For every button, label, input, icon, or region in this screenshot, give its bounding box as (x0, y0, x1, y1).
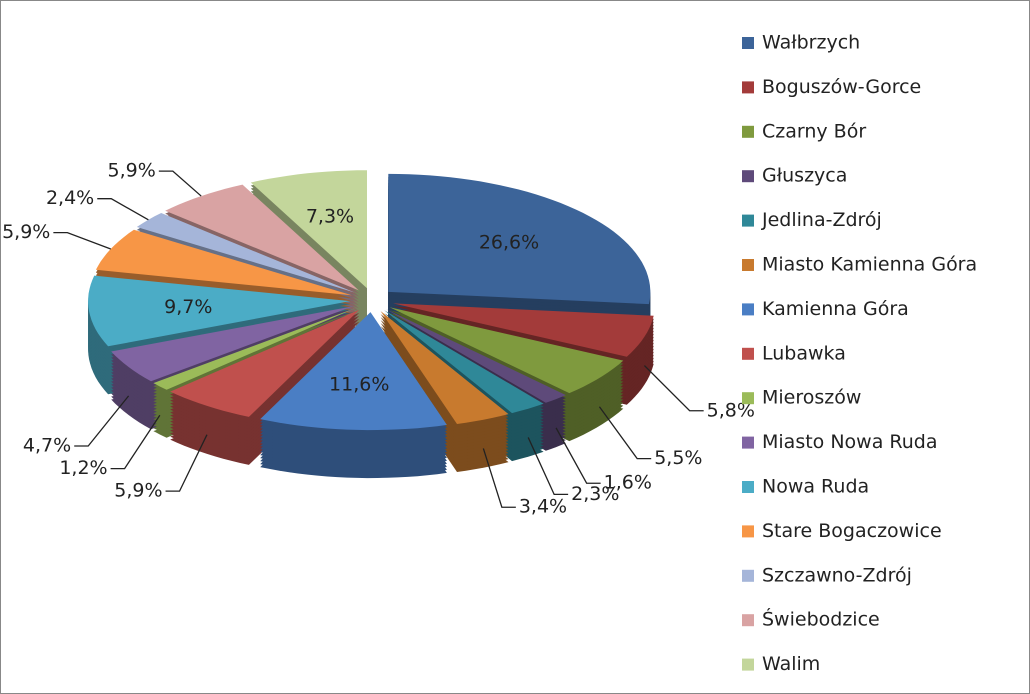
legend-label: Jedlina-Zdrój (761, 209, 882, 231)
leader-line (482, 448, 516, 508)
data-label: 5,9% (114, 480, 162, 502)
leader-line (53, 232, 111, 250)
data-label: 3,4% (519, 496, 567, 518)
slice (388, 173, 651, 305)
leader-line (110, 414, 161, 470)
legend-label: Mieroszów (762, 387, 861, 409)
slice (393, 303, 654, 357)
legend-swatch (742, 303, 754, 316)
data-label: 4,7% (23, 434, 71, 456)
data-label: 26,6% (479, 231, 539, 253)
slice (380, 311, 509, 424)
data-label: 7,3% (306, 205, 354, 227)
leader-line (598, 406, 652, 460)
data-label: 1,2% (59, 457, 107, 479)
data-label: 2,4% (46, 187, 94, 209)
legend-label: Stare Bogaczowice (762, 520, 942, 542)
legend-swatch (742, 392, 754, 405)
legend-swatch (742, 170, 754, 183)
slice (88, 275, 351, 347)
legend-label: Nowa Ruda (762, 476, 869, 498)
slice (153, 308, 356, 390)
legend-swatch (742, 481, 754, 493)
legend-label: Wałbrzych (762, 32, 860, 54)
legend-label: Szczawno-Zdrój (762, 564, 912, 586)
legend-swatch (742, 347, 754, 360)
slice (165, 184, 359, 291)
legend-swatch (742, 614, 754, 627)
legend-label: Głuszyca (762, 165, 847, 187)
legend-swatch (742, 658, 754, 671)
legend-swatch (742, 81, 754, 94)
slice (170, 309, 360, 417)
legend-label: Lubawka (762, 342, 846, 364)
legend-swatch (742, 125, 754, 138)
legend-swatch (742, 436, 754, 449)
leader-line (158, 170, 202, 197)
slice (111, 306, 354, 382)
leader-line (165, 434, 208, 492)
legend-label: Miasto Nowa Ruda (762, 431, 937, 453)
legend-label: Boguszów-Gorce (762, 76, 921, 98)
slice (95, 229, 352, 296)
legend-swatch (742, 259, 754, 271)
legend-label: Miasto Kamienna Góra (762, 254, 977, 276)
legend-label: Czarny Bór (762, 120, 866, 142)
data-label: 5,5% (654, 447, 702, 469)
leader-line (527, 437, 569, 496)
data-label: 5,9% (2, 221, 50, 243)
data-label: 5,8% (707, 399, 755, 421)
data-label: 11,6% (329, 374, 389, 396)
legend-label: Walim (762, 653, 820, 675)
legend-swatch (742, 525, 754, 538)
legend-swatch (742, 37, 754, 49)
slice (136, 213, 355, 293)
data-label: 5,9% (108, 160, 156, 182)
data-label: 2,3% (571, 483, 619, 505)
slice (389, 307, 624, 394)
leader-line (643, 365, 704, 412)
legend-label: Kamienna Góra (762, 298, 909, 320)
slice (250, 170, 367, 289)
leader-line (74, 395, 130, 447)
legend-swatch (742, 214, 754, 227)
data-label: 9,7% (164, 296, 212, 318)
leader-line (97, 198, 149, 221)
slice (384, 310, 544, 414)
slice (386, 309, 566, 403)
legend-label: Świebodzice (762, 607, 880, 631)
data-label: 1,6% (604, 472, 652, 494)
legend-swatch (742, 569, 754, 582)
slice (260, 312, 447, 431)
leader-line (555, 427, 601, 484)
